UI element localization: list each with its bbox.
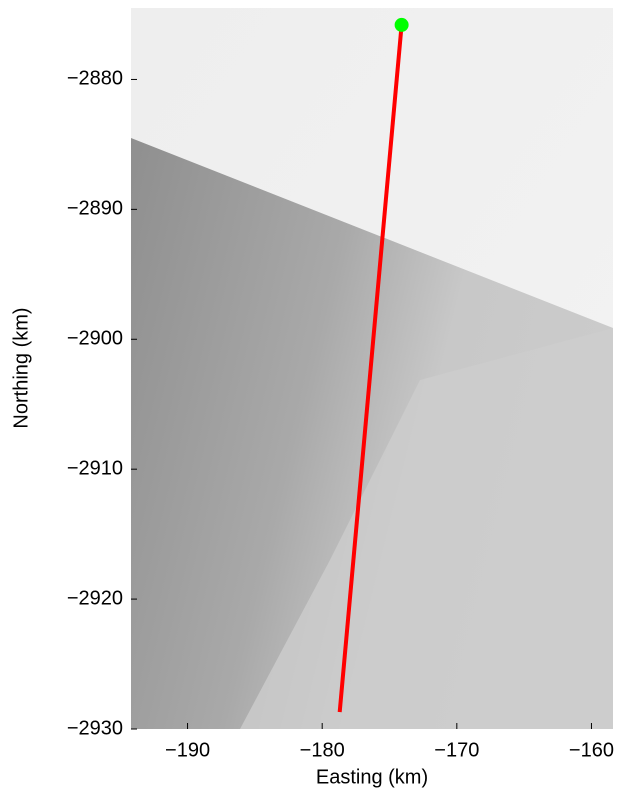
- x-tick-label: −160: [569, 739, 614, 761]
- y-axis-label: Northing (km): [10, 307, 32, 428]
- x-tick-label: −170: [434, 739, 479, 761]
- y-tick-label: −2900: [67, 328, 123, 350]
- x-axis-label: Easting (km): [316, 766, 428, 788]
- y-tick-label: −2930: [67, 717, 123, 739]
- satellite-image: [131, 8, 613, 729]
- track-line: [337, 24, 404, 713]
- y-tick-label: −2880: [67, 68, 123, 90]
- y-tick-label: −2910: [67, 457, 123, 479]
- y-tick-label: −2890: [67, 198, 123, 220]
- y-tick-label: −2920: [67, 587, 123, 609]
- x-tick-label: −190: [165, 739, 210, 761]
- x-tick-label: −180: [300, 739, 345, 761]
- marker: [394, 17, 409, 32]
